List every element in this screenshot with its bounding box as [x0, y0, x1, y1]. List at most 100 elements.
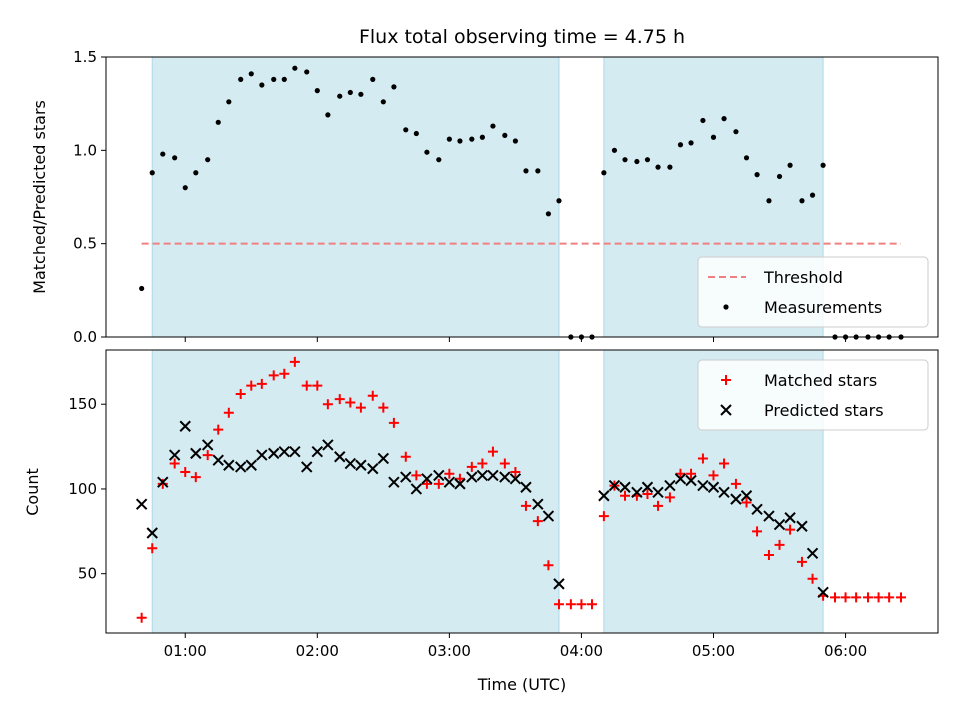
data-point [710, 134, 717, 140]
data-point [325, 112, 331, 118]
data-point [644, 157, 651, 163]
data-point [743, 155, 750, 161]
data-point [377, 452, 390, 465]
data-point [553, 578, 565, 590]
data-point [686, 468, 697, 479]
y-tick-label: 100 [68, 480, 97, 498]
data-point [466, 471, 478, 483]
data-point [400, 471, 412, 483]
data-point [667, 164, 673, 170]
data-point [553, 599, 564, 610]
bottom-observing-window-1 [151, 349, 560, 634]
data-point [719, 458, 730, 469]
data-point [766, 198, 772, 204]
top-axes-frame [105, 56, 939, 338]
data-point [358, 91, 364, 97]
legend-swatch [723, 304, 729, 310]
data-point [799, 198, 805, 204]
legend-label: Measurements [764, 298, 882, 317]
data-point [337, 93, 343, 99]
data-point [179, 420, 191, 432]
data-point [674, 473, 687, 485]
data-point [193, 170, 199, 176]
data-point [776, 173, 783, 180]
data-point [631, 486, 643, 499]
data-point [169, 458, 180, 469]
data-point [190, 472, 201, 483]
x-tick-label: 01:00 [164, 642, 207, 660]
data-point [259, 82, 265, 88]
legend-swatch [721, 375, 731, 385]
data-point [545, 211, 552, 217]
data-point [477, 458, 488, 469]
data-point [884, 592, 895, 603]
data-point [378, 402, 389, 413]
data-point [784, 512, 796, 524]
data-point [542, 510, 555, 522]
data-point [785, 524, 796, 535]
data-point [520, 500, 531, 511]
y-tick-label: 1.0 [73, 141, 97, 159]
data-point [411, 470, 422, 481]
data-point [721, 116, 727, 122]
data-point [840, 592, 851, 603]
data-point [281, 76, 287, 82]
data-point [454, 478, 466, 490]
data-point [446, 136, 452, 142]
data-point [642, 489, 653, 500]
data-point [292, 65, 298, 71]
data-point [421, 473, 433, 485]
legend-label: Matched stars [764, 371, 877, 390]
legend-swatch [720, 404, 732, 416]
data-point [388, 417, 399, 428]
data-point [246, 380, 257, 391]
data-point [345, 397, 356, 408]
data-point [168, 449, 181, 461]
data-point [370, 76, 376, 82]
data-point [212, 454, 224, 466]
x-tick-label: 06:00 [824, 642, 867, 660]
data-point [820, 162, 826, 168]
data-point [136, 612, 147, 623]
y-tick-label: 150 [68, 395, 97, 413]
data-point [147, 543, 158, 554]
data-point [160, 151, 166, 157]
data-point [487, 469, 499, 482]
data-point [700, 117, 706, 124]
data-point [238, 76, 244, 82]
data-point [751, 503, 763, 516]
top-y-axis-label: Matched/Predicted stars [30, 100, 49, 294]
data-point [433, 469, 445, 482]
data-point [322, 399, 333, 410]
y-tick-label: 0.5 [73, 235, 97, 253]
data-point [809, 192, 816, 198]
data-point [413, 130, 419, 137]
data-point [502, 132, 508, 138]
data-point [213, 424, 224, 435]
data-point [391, 84, 397, 90]
data-point [619, 481, 631, 493]
data-point [271, 76, 277, 82]
data-point [245, 459, 257, 471]
data-point [146, 527, 158, 539]
data-point [586, 599, 597, 610]
data-point [476, 469, 489, 482]
x-tick-label: 04:00 [560, 642, 603, 660]
y-tick-label: 1.5 [73, 48, 97, 66]
data-point [685, 474, 697, 487]
data-point [436, 157, 442, 163]
data-point [896, 592, 907, 603]
legend-label: Predicted stars [764, 401, 884, 420]
data-point [444, 468, 455, 479]
data-point [707, 481, 720, 493]
data-point [367, 390, 378, 401]
data-point [180, 467, 191, 478]
data-point [334, 394, 345, 405]
data-point [532, 498, 544, 510]
data-point [215, 119, 221, 125]
data-point [730, 478, 741, 489]
data-point [279, 368, 290, 379]
y-tick-label: 0.0 [73, 328, 97, 346]
data-point [655, 164, 661, 170]
